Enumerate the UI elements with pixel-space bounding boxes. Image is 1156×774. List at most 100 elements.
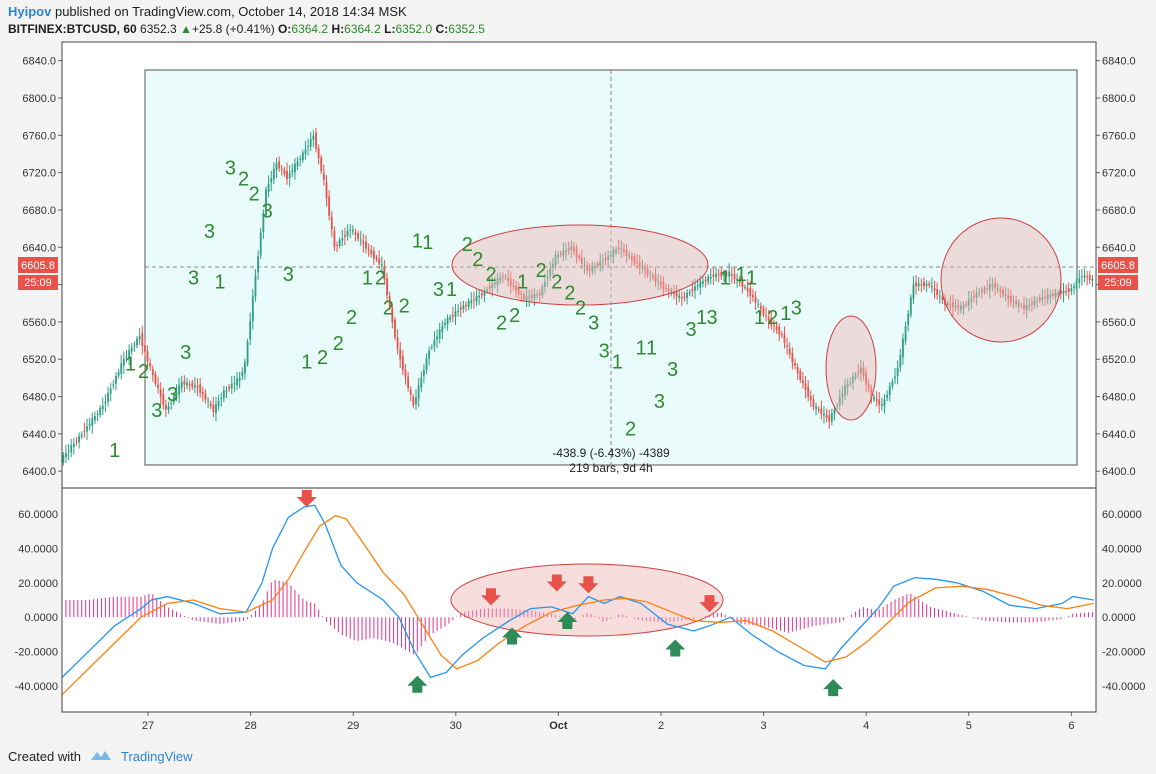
candle-body [801, 380, 804, 384]
candle-body [330, 216, 333, 230]
candle-body [338, 239, 341, 246]
tradingview-link[interactable]: TradingView [120, 748, 193, 764]
author-name[interactable]: Hyipov [8, 4, 52, 19]
candle-body [341, 238, 344, 241]
wave-count-label: 3 [151, 400, 162, 422]
candle-body [141, 333, 144, 346]
macd-tick-left: -40.0000 [15, 681, 58, 693]
candle-body [646, 268, 649, 275]
candle-body [541, 286, 544, 296]
candle-body [738, 280, 741, 283]
candle-body [949, 303, 952, 306]
candle-body [420, 377, 423, 388]
candle-body [1033, 300, 1036, 305]
candle-body [109, 388, 112, 394]
candle-body [386, 278, 388, 296]
candle-body [438, 329, 441, 339]
candle-body [594, 265, 596, 268]
candle-body [780, 333, 783, 336]
wave-count-label: 2 [249, 184, 260, 206]
macd-tick-right: -20.0000 [1102, 647, 1145, 659]
wave-count-label: 1 [214, 271, 225, 293]
candle-body [796, 367, 799, 374]
candle-body [591, 265, 594, 272]
candle-body [957, 305, 960, 308]
candle-body [783, 334, 786, 343]
time-tick: 4 [863, 720, 869, 732]
ellipse-macd[interactable] [450, 563, 724, 637]
candle-body [357, 233, 360, 240]
wave-count-label: 2 [383, 297, 394, 319]
candle-body [1086, 276, 1089, 278]
price-tick-right: 6840.0 [1102, 56, 1136, 68]
candle-body [172, 395, 175, 403]
wave-count-label: 2 [238, 169, 249, 191]
candle-body [286, 170, 288, 180]
price-tick-left: 6720.0 [22, 168, 56, 180]
candle-body [673, 292, 675, 294]
ellipse-top-small[interactable] [825, 315, 877, 421]
candle-body [920, 284, 923, 286]
price-tick-right: 6440.0 [1102, 429, 1136, 441]
candle-body [701, 281, 704, 284]
candle-body [867, 383, 870, 389]
candle-body [75, 441, 78, 443]
candle-body [1015, 300, 1018, 305]
candle-body [767, 317, 770, 321]
candle-body [388, 296, 391, 307]
price-tick-left: 6640.0 [22, 242, 56, 254]
candle-body [865, 372, 867, 385]
open-value: 6364.2 [291, 22, 329, 36]
candle-body [375, 257, 378, 259]
up-arrow-icon [502, 627, 523, 645]
candle-body [104, 401, 107, 404]
candle-body [762, 307, 765, 315]
wave-count-label: 1 [696, 307, 707, 329]
candle-body [886, 394, 889, 398]
candle-body [559, 253, 562, 255]
price-tick-right: 6560.0 [1102, 317, 1136, 329]
candle-body [228, 386, 231, 390]
candle-body [917, 283, 920, 287]
candle-body [1075, 280, 1078, 289]
candle-body [836, 405, 839, 407]
candle-body [744, 287, 746, 289]
candle-body [1046, 294, 1049, 300]
candle-body [99, 407, 102, 416]
candle-body [983, 288, 986, 292]
candle-body [659, 281, 662, 285]
candle-body [399, 349, 402, 360]
candle-body [267, 183, 270, 192]
candle-body [359, 239, 362, 241]
candle-body [367, 248, 370, 250]
candle-body [128, 349, 131, 358]
candle-body [72, 443, 75, 447]
price-tick-right: 6400.0 [1102, 466, 1136, 478]
candle-body [212, 404, 215, 412]
candle-body [186, 382, 188, 386]
candle-body [499, 277, 502, 281]
candle-body [554, 254, 557, 266]
candle-body [965, 303, 968, 305]
candle-body [596, 263, 599, 266]
candle-body [215, 404, 217, 413]
ellipse-top-right[interactable] [940, 217, 1062, 343]
candle-body [804, 383, 807, 390]
candle-body [823, 413, 825, 416]
candle-body [146, 351, 149, 362]
plot-border [61, 41, 1097, 713]
time-tick: 29 [347, 720, 359, 732]
candle-body [93, 416, 96, 421]
candle-body [233, 383, 236, 385]
candle-body [191, 382, 194, 388]
candle-body [912, 284, 915, 299]
candle-body [491, 283, 494, 289]
candle-body [467, 300, 470, 308]
candle-body [236, 378, 238, 386]
wave-count-label: 3 [791, 297, 802, 319]
ellipse-top-mid[interactable] [451, 224, 709, 306]
candle-body [336, 245, 338, 247]
candle-body [351, 229, 354, 232]
price-tick-right: 6720.0 [1102, 168, 1136, 180]
